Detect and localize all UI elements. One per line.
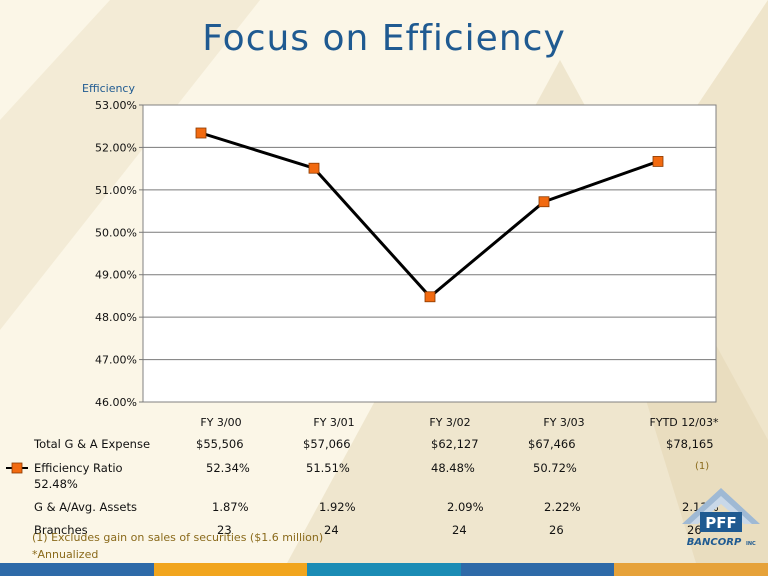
slide-title: Focus on Efficiency [202, 18, 566, 59]
table-cell: 52.34% [206, 461, 250, 475]
table-cell: 24 [452, 523, 467, 537]
bottom-bar-segment [0, 563, 154, 576]
data-point-marker [195, 127, 207, 139]
table-cell: 1.92% [319, 500, 356, 514]
legend-marker-icon [6, 462, 28, 474]
table-cell: 26 [549, 523, 564, 537]
table-cell: 24 [324, 523, 339, 537]
table-cell: $62,127 [431, 437, 479, 451]
y-tick-label: 46.00% [95, 396, 137, 409]
y-tick-labels: 46.00% 47.00% 48.00% 49.00% 50.00% 51.00% 52.0… [95, 99, 137, 409]
x-tick-labels: FY 3/00 FY 3/01 FY 3/02 FY 3/03 FYTD 12/03* [200, 416, 719, 429]
data-point-marker [424, 291, 436, 303]
table-row: Efficiency Ratio 52.34% 51.51% 48.48% 50.72%… [0, 461, 768, 491]
table-cell: $78,165 [666, 437, 714, 451]
x-tick-label: FY 3/01 [313, 416, 354, 429]
row-label: Efficiency Ratio [34, 461, 123, 475]
table-cell: 26 [687, 523, 702, 537]
y-tick-label: 49.00% [95, 269, 137, 282]
footnote-annualized: *Annualized [32, 548, 99, 561]
plot-area [142, 104, 717, 403]
table-cell: 2.09% [447, 500, 484, 514]
bottom-color-bar [0, 563, 768, 576]
table-cell: $57,066 [303, 437, 351, 451]
y-tick-label: 50.00% [95, 226, 137, 239]
table-cell: 51.51% [306, 461, 350, 475]
y-axis-title: Efficiency [82, 82, 135, 95]
row-label: Total G & A Expense [34, 437, 151, 451]
bottom-bar-segment [307, 563, 461, 576]
table-row: G & A/Avg. Assets 1.87% 1.92% 2.09% 2.22% 2.1… [0, 500, 768, 518]
data-point-marker [538, 196, 550, 208]
bottom-bar-segment [153, 563, 308, 576]
x-tick-label: FY 3/03 [543, 416, 584, 429]
series-markers [195, 127, 664, 303]
table-cell: 2.22% [544, 500, 581, 514]
y-tick-label: 51.00% [95, 184, 137, 197]
y-tick-label: 47.00% [95, 354, 137, 367]
y-tick-label: 48.00% [95, 311, 137, 324]
table-cell: 23 [217, 523, 232, 537]
table-cell-wrapped: 52.48% [34, 477, 78, 491]
logo-text: PFF [705, 514, 737, 532]
bottom-bar-segment [614, 563, 768, 576]
data-point-marker [308, 162, 320, 174]
table-cell: 50.72% [533, 461, 577, 475]
logo-suffix: INC [746, 541, 756, 547]
grid-lines [139, 104, 716, 403]
x-tick-label: FY 3/02 [429, 416, 470, 429]
pff-bancorp-logo: PFF BANCORP INC [682, 488, 760, 548]
logo-subtext: BANCORP [687, 537, 742, 548]
bottom-bar-segment [460, 563, 615, 576]
x-tick-label: FYTD 12/03* [650, 416, 719, 429]
table-row: Branches 23 24 24 26 26 [0, 523, 768, 541]
x-tick-label: FY 3/00 [200, 416, 241, 429]
table-cell: 1.87% [212, 500, 249, 514]
footnote-excludes-gain: (1) Excludes gain on sales of securities… [32, 531, 324, 544]
table-row: Total G & A Expense $55,506 $57,066 $62,127… [0, 437, 768, 455]
row-label: G & A/Avg. Assets [34, 500, 137, 514]
row-label: Branches [34, 523, 88, 537]
efficiency-line-chart: 46.00% 47.00% 48.00% 49.00% 50.00% 51.00% 52.0… [95, 99, 719, 429]
y-tick-label: 52.00% [95, 141, 137, 154]
y-tick-label: 53.00% [95, 99, 137, 112]
data-point-marker [652, 156, 664, 167]
table-cell: 48.48% [431, 461, 475, 475]
table-cell: (1) [695, 461, 710, 472]
table-cell: $67,466 [528, 437, 576, 451]
table-cell: $55,506 [196, 437, 244, 451]
